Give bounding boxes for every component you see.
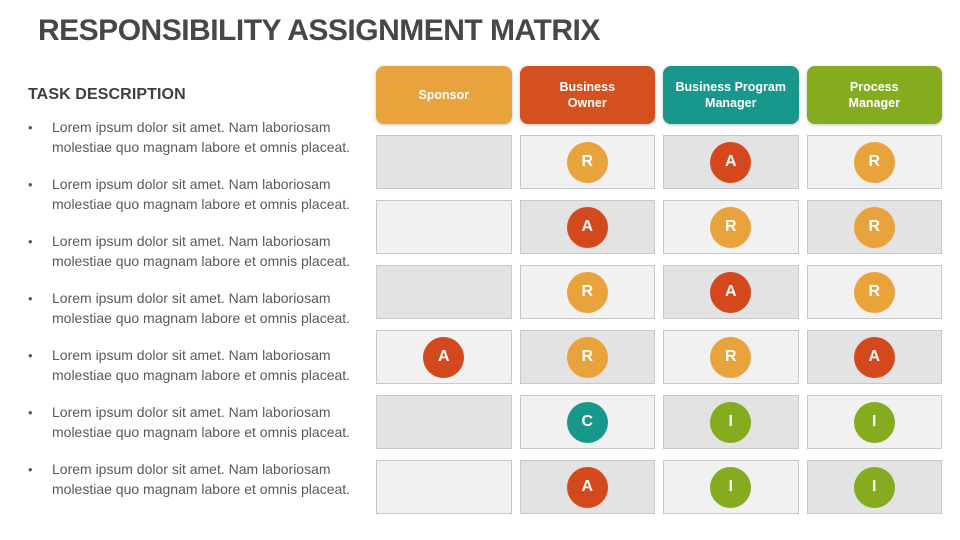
raci-badge-r: R xyxy=(853,141,895,183)
matrix-cell: I xyxy=(663,460,799,514)
matrix-cell xyxy=(376,200,512,254)
task-text: Lorem ipsum dolor sit amet. Nam laborios… xyxy=(52,290,351,326)
raci-badge-i: I xyxy=(710,401,752,443)
page-title: RESPONSIBILITY ASSIGNMENT MATRIX xyxy=(38,14,600,47)
matrix-cell xyxy=(376,395,512,449)
bullet-icon: • xyxy=(28,462,33,477)
raci-badge-r: R xyxy=(566,336,608,378)
matrix-cell: I xyxy=(806,395,942,449)
matrix-cell: R xyxy=(519,135,655,189)
task-text: Lorem ipsum dolor sit amet. Nam laborios… xyxy=(52,233,351,269)
raci-badge-r: R xyxy=(710,336,752,378)
task-text: Lorem ipsum dolor sit amet. Nam laborios… xyxy=(52,404,351,440)
matrix-cell: A xyxy=(519,200,655,254)
raci-badge-r: R xyxy=(853,206,895,248)
raci-badge-i: I xyxy=(710,466,752,508)
task-text: Lorem ipsum dolor sit amet. Nam laborios… xyxy=(52,119,351,155)
bullet-icon: • xyxy=(28,348,33,363)
task-item: • Lorem ipsum dolor sit amet. Nam laborio… xyxy=(28,289,370,328)
task-item: • Lorem ipsum dolor sit amet. Nam laborio… xyxy=(28,118,370,157)
matrix-cell: A xyxy=(519,460,655,514)
matrix-cell: R xyxy=(519,265,655,319)
task-list: • Lorem ipsum dolor sit amet. Nam laborio… xyxy=(28,118,370,499)
raci-matrix-grid: Sponsor Business Owner Business Program Mana… xyxy=(376,66,942,514)
matrix-cell: A xyxy=(663,135,799,189)
raci-badge-r: R xyxy=(710,206,752,248)
matrix-cell: R xyxy=(663,200,799,254)
matrix-cell: A xyxy=(663,265,799,319)
column-header-process-manager: Process Manager xyxy=(806,66,942,124)
task-item: • Lorem ipsum dolor sit amet. Nam laborio… xyxy=(28,346,370,385)
task-text: Lorem ipsum dolor sit amet. Nam laborios… xyxy=(52,176,351,212)
bullet-icon: • xyxy=(28,177,33,192)
raci-badge-a: A xyxy=(710,271,752,313)
raci-badge-i: I xyxy=(853,466,895,508)
matrix-cell xyxy=(376,135,512,189)
raci-matrix: Sponsor Business Owner Business Program Mana… xyxy=(376,66,942,514)
bullet-icon: • xyxy=(28,120,33,135)
matrix-cell: R xyxy=(806,135,942,189)
column-header-business-owner: Business Owner xyxy=(519,66,655,124)
column-header-sponsor: Sponsor xyxy=(376,66,512,124)
bullet-icon: • xyxy=(28,291,33,306)
raci-badge-a: A xyxy=(566,466,608,508)
matrix-cell xyxy=(376,265,512,319)
raci-badge-a: A xyxy=(566,206,608,248)
matrix-cell: R xyxy=(806,200,942,254)
task-description-panel: TASK DESCRIPTION • Lorem ipsum dolor sit … xyxy=(28,86,370,517)
matrix-cell: I xyxy=(806,460,942,514)
task-text: Lorem ipsum dolor sit amet. Nam laborios… xyxy=(52,461,351,497)
matrix-cell: R xyxy=(663,330,799,384)
matrix-cell: C xyxy=(519,395,655,449)
raci-badge-c: C xyxy=(566,401,608,443)
task-item: • Lorem ipsum dolor sit amet. Nam laborio… xyxy=(28,175,370,214)
matrix-cell: R xyxy=(806,265,942,319)
raci-badge-a: A xyxy=(853,336,895,378)
raci-badge-r: R xyxy=(566,141,608,183)
raci-badge-r: R xyxy=(853,271,895,313)
bullet-icon: • xyxy=(28,405,33,420)
task-item: • Lorem ipsum dolor sit amet. Nam laborio… xyxy=(28,460,370,499)
matrix-cell: R xyxy=(519,330,655,384)
matrix-cell: A xyxy=(376,330,512,384)
raci-badge-i: I xyxy=(853,401,895,443)
matrix-cell: A xyxy=(806,330,942,384)
matrix-cell: I xyxy=(663,395,799,449)
raci-badge-a: A xyxy=(423,336,465,378)
task-item: • Lorem ipsum dolor sit amet. Nam laborio… xyxy=(28,403,370,442)
task-item: • Lorem ipsum dolor sit amet. Nam laborio… xyxy=(28,232,370,271)
raci-badge-r: R xyxy=(566,271,608,313)
task-description-heading: TASK DESCRIPTION xyxy=(28,86,186,103)
raci-badge-a: A xyxy=(710,141,752,183)
task-text: Lorem ipsum dolor sit amet. Nam laborios… xyxy=(52,347,351,383)
matrix-cell xyxy=(376,460,512,514)
column-header-business-program-manager: Business Program Manager xyxy=(663,66,799,124)
bullet-icon: • xyxy=(28,234,33,249)
